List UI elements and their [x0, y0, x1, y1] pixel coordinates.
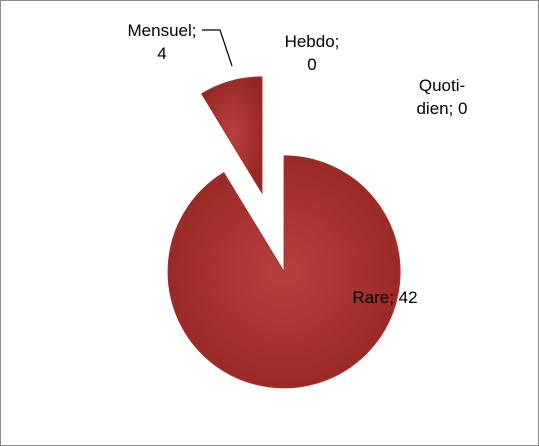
pie-slice — [167, 155, 401, 389]
data-label: Quoti-dien; 0 — [416, 76, 468, 118]
data-label: Rare; 42 — [352, 288, 418, 307]
leader-line — [202, 29, 233, 67]
data-label: Mensuel; 4 — [127, 21, 197, 63]
pie-slice — [200, 76, 263, 195]
slices — [167, 76, 401, 389]
data-label: Hebdo; 0 — [284, 32, 340, 74]
